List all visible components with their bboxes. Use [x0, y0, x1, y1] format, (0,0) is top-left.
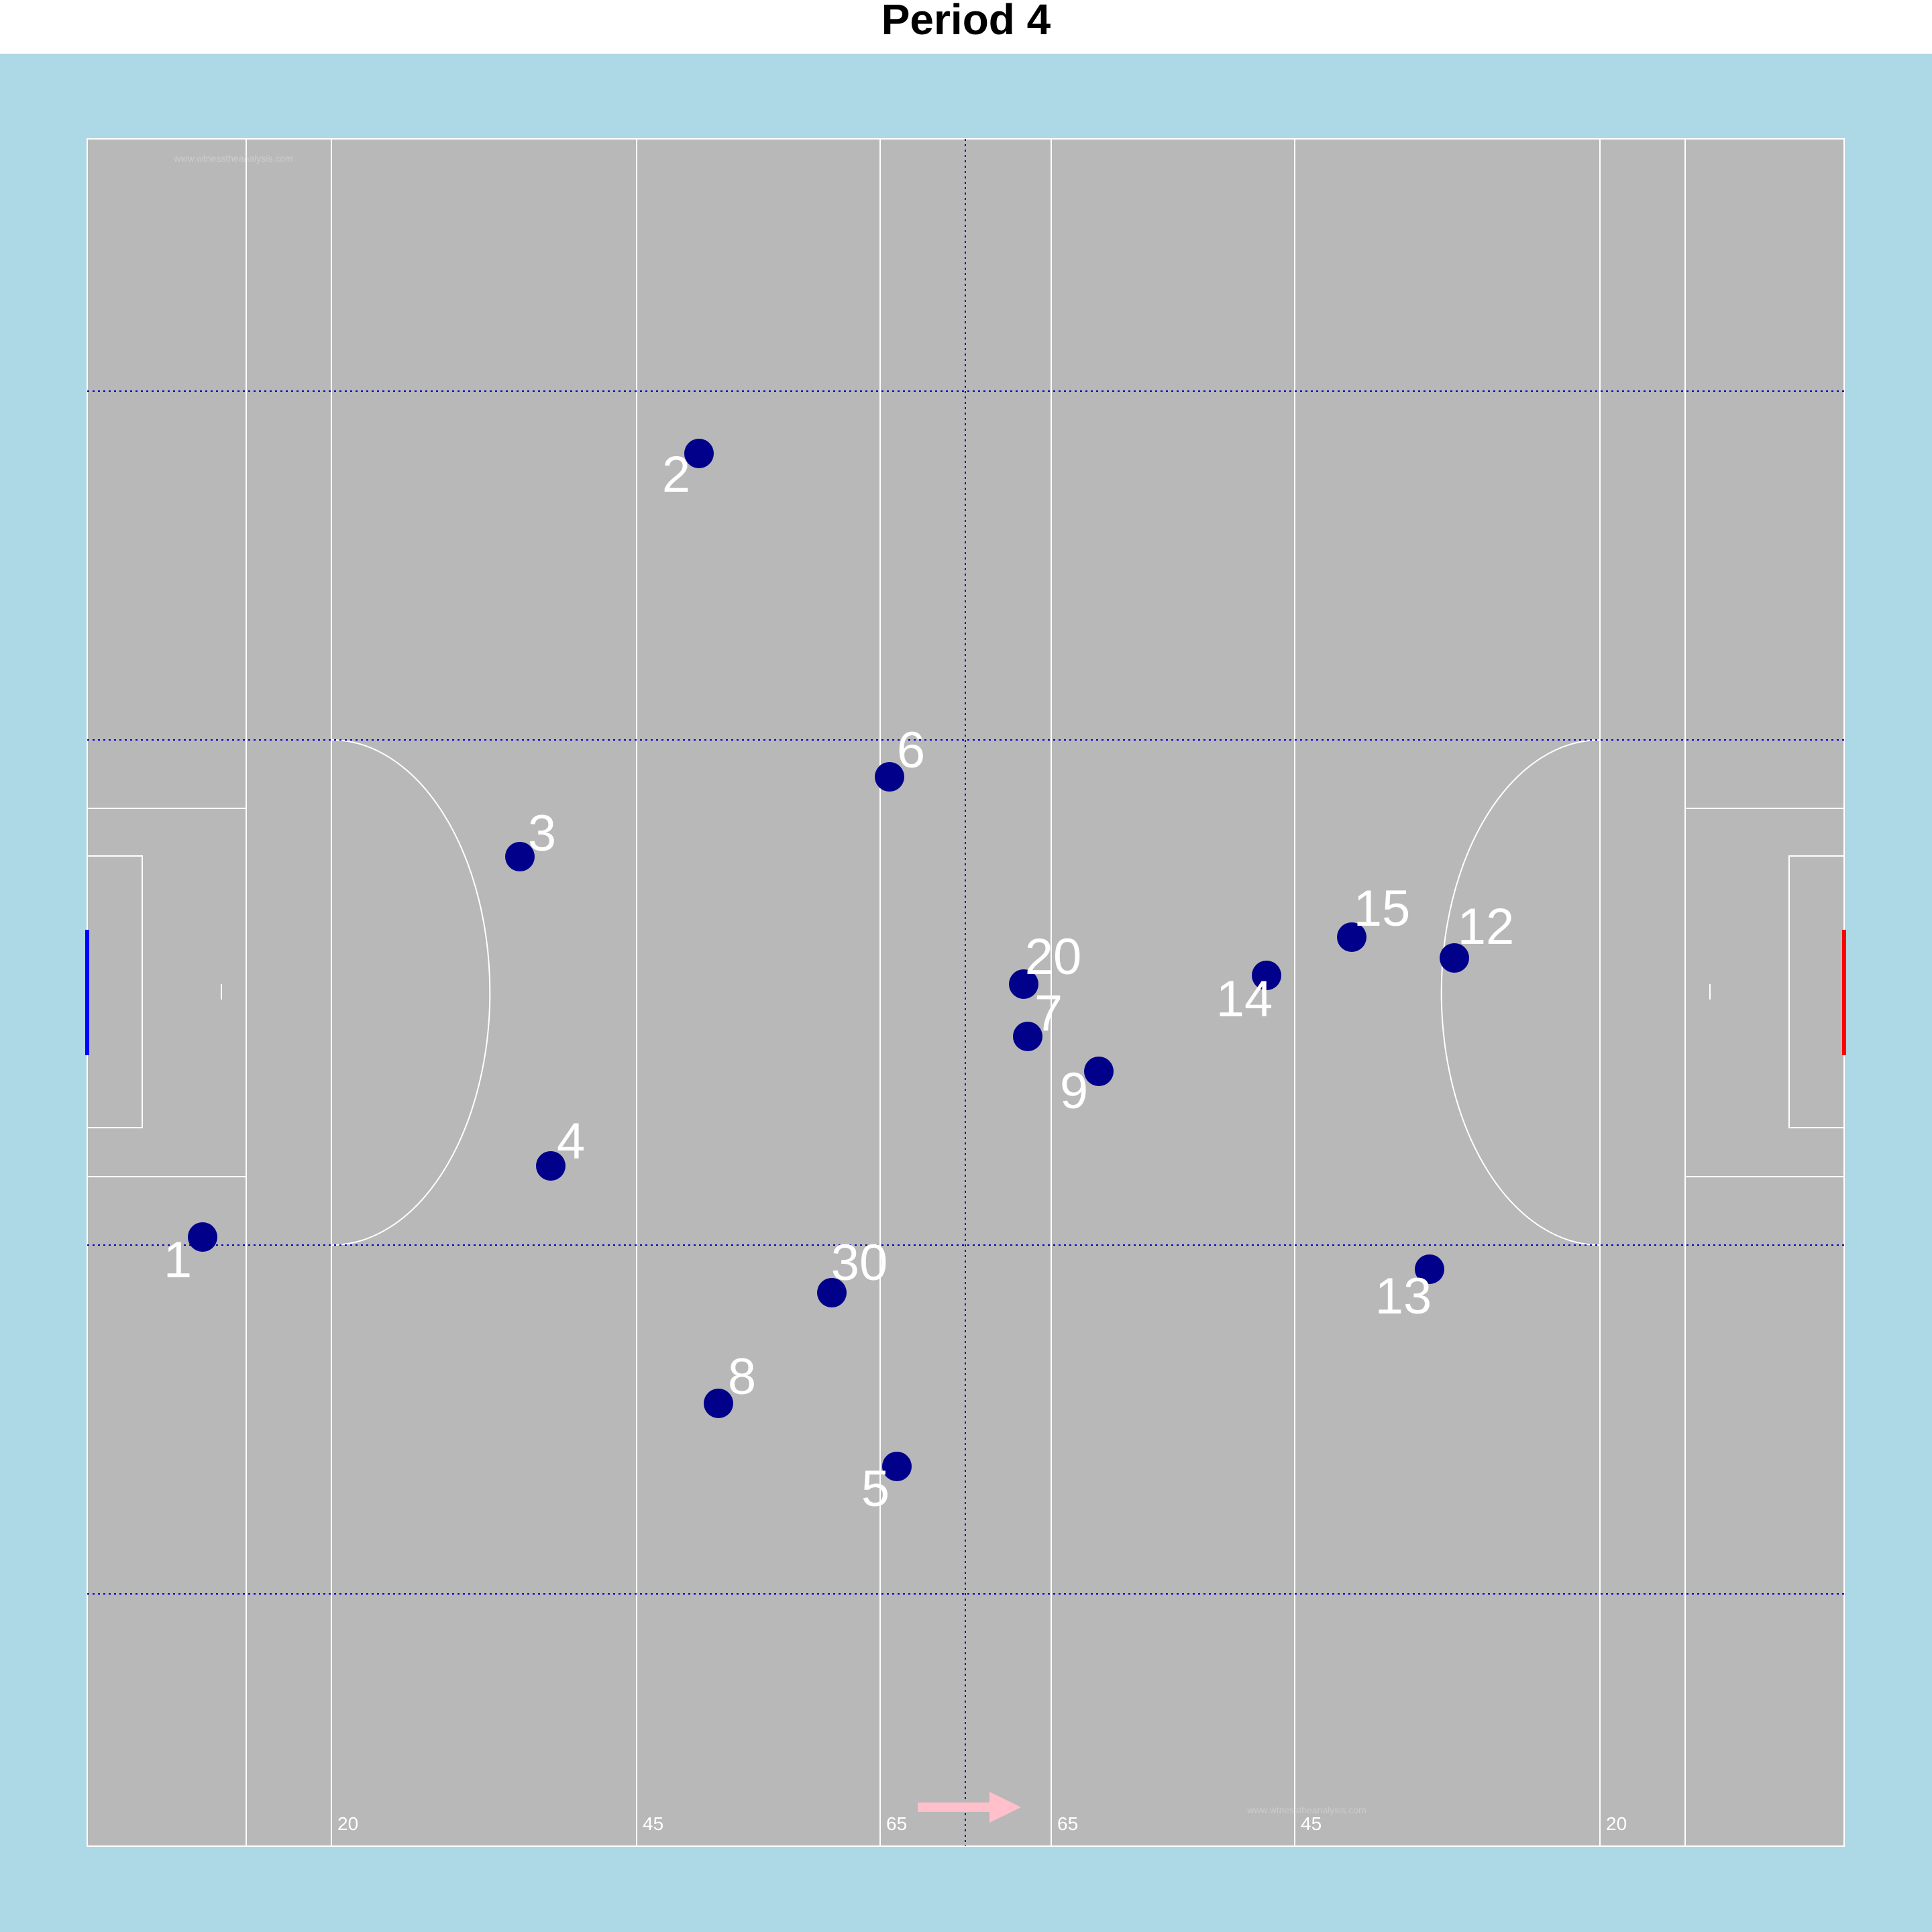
player-number-label: 30 — [831, 1234, 888, 1291]
player-30: 30 — [817, 1234, 888, 1307]
player-number-label: 3 — [528, 805, 556, 862]
player-number-label: 13 — [1375, 1268, 1432, 1325]
player-2: 2 — [662, 439, 714, 503]
arrow-right-icon — [918, 1792, 1021, 1823]
player-14: 14 — [1216, 961, 1281, 1028]
player-20: 20 — [1009, 928, 1081, 999]
distance-label-4: 45 — [1301, 1813, 1322, 1834]
player-number-label: 4 — [557, 1113, 585, 1170]
player-number-label: 15 — [1354, 880, 1411, 937]
player-number-label: 2 — [662, 446, 690, 503]
player-number-label: 6 — [897, 722, 925, 779]
player-13: 13 — [1375, 1254, 1444, 1325]
player-marker — [1009, 969, 1038, 999]
large-rectangle-left — [87, 808, 247, 1177]
distance-label-2: 65 — [886, 1813, 907, 1834]
large-rectangle-right — [1684, 808, 1844, 1177]
player-6: 6 — [875, 722, 925, 792]
page-title: Period 4 — [881, 0, 1051, 44]
player-marker — [875, 762, 904, 792]
player-marker — [704, 1389, 733, 1418]
distance-labels: 20 45 65 65 45 20 — [337, 1813, 1627, 1834]
player-number-label: 9 — [1060, 1063, 1088, 1120]
player-9: 9 — [1060, 1057, 1114, 1120]
player-marker — [882, 1452, 912, 1481]
player-marker — [188, 1222, 217, 1252]
distance-label-0: 20 — [337, 1813, 358, 1834]
zone-grid — [87, 139, 1844, 1846]
distance-label-3: 65 — [1057, 1813, 1078, 1834]
player-marker — [505, 842, 535, 871]
distance-label-1: 45 — [643, 1813, 663, 1834]
player-number-label: 5 — [861, 1460, 890, 1517]
player-number-label: 7 — [1034, 985, 1063, 1042]
watermark-bottom: www.wtnesstheanalysis.com — [1246, 1805, 1366, 1815]
distance-label-5: 20 — [1606, 1813, 1627, 1834]
player-4: 4 — [536, 1113, 585, 1181]
player-number-label: 14 — [1216, 971, 1273, 1028]
player-number-label: 12 — [1458, 898, 1515, 955]
player-marker — [1337, 922, 1366, 952]
player-number-label: 20 — [1025, 928, 1082, 985]
player-12: 12 — [1440, 898, 1514, 973]
player-15: 15 — [1337, 880, 1410, 952]
player-5: 5 — [861, 1452, 912, 1517]
semicircle-left — [331, 739, 491, 1246]
player-marker — [1440, 943, 1469, 973]
player-number-label: 8 — [728, 1348, 756, 1405]
semicircle-right — [1440, 739, 1601, 1246]
small-rectangle-left — [87, 855, 143, 1128]
player-3: 3 — [505, 805, 556, 871]
watermark-top: www.wtnesstheanalysis.com — [173, 153, 292, 164]
player-marker — [817, 1278, 847, 1307]
player-marker — [1252, 961, 1281, 990]
player-marker — [536, 1151, 566, 1181]
player-marker — [684, 439, 714, 468]
title-bar: Period 4 — [0, 0, 1932, 54]
player-1: 1 — [164, 1222, 217, 1289]
player-marker — [1013, 1022, 1042, 1051]
player-marker — [1415, 1254, 1444, 1284]
small-rectangle-right — [1788, 855, 1844, 1128]
player-8: 8 — [704, 1348, 756, 1418]
player-marker — [1084, 1057, 1114, 1086]
arrow-head — [989, 1792, 1021, 1823]
player-number-label: 1 — [164, 1232, 192, 1289]
pitch-markings — [87, 139, 1844, 1846]
player-7: 7 — [1013, 985, 1063, 1051]
